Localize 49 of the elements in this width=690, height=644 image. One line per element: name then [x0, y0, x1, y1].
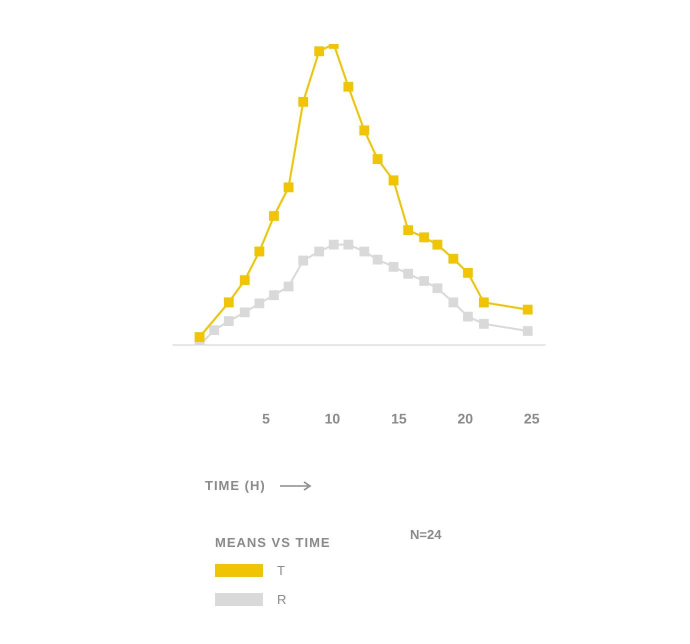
- point: [522, 326, 533, 336]
- point: [194, 332, 204, 342]
- point: [284, 182, 294, 192]
- point: [403, 225, 414, 236]
- point: [254, 246, 264, 256]
- point: [240, 275, 250, 286]
- point: [372, 154, 382, 164]
- point: [343, 82, 354, 92]
- point: [224, 298, 234, 308]
- point: [388, 262, 398, 272]
- point: [432, 240, 442, 250]
- text: N=24: [410, 527, 442, 542]
- point: [298, 256, 308, 266]
- point: [419, 232, 429, 242]
- x-tick-label: 10: [324, 410, 340, 426]
- point: [284, 282, 294, 292]
- point: [448, 254, 458, 264]
- point: [359, 126, 370, 136]
- point: [419, 276, 429, 286]
- point: [224, 316, 234, 326]
- point: [314, 46, 324, 56]
- point: [403, 268, 414, 279]
- point: [388, 176, 398, 186]
- point: [359, 246, 370, 256]
- point: [269, 211, 279, 221]
- x-tick-label: 25: [524, 410, 540, 426]
- point: [432, 283, 442, 294]
- x-tick-label: 5: [262, 410, 270, 426]
- point: [478, 298, 489, 308]
- point: [328, 240, 339, 250]
- legend-label: R: [277, 592, 286, 607]
- point: [463, 312, 473, 322]
- point: [478, 318, 489, 329]
- point: [343, 240, 354, 250]
- point: [463, 268, 473, 278]
- point: [254, 298, 264, 308]
- point: [522, 304, 533, 315]
- x-tick-label: 15: [391, 410, 407, 426]
- point: [298, 96, 308, 107]
- point: [314, 246, 324, 256]
- point: [269, 290, 279, 300]
- point: [240, 307, 250, 318]
- x-axis-title: TIME (H): [205, 478, 266, 493]
- x-tick-label: 20: [457, 410, 474, 426]
- point: [448, 298, 458, 308]
- point: [372, 254, 382, 265]
- legend-label: T: [277, 563, 285, 578]
- point: [209, 325, 220, 336]
- legend-title: MEANS VS TIME: [215, 535, 331, 550]
